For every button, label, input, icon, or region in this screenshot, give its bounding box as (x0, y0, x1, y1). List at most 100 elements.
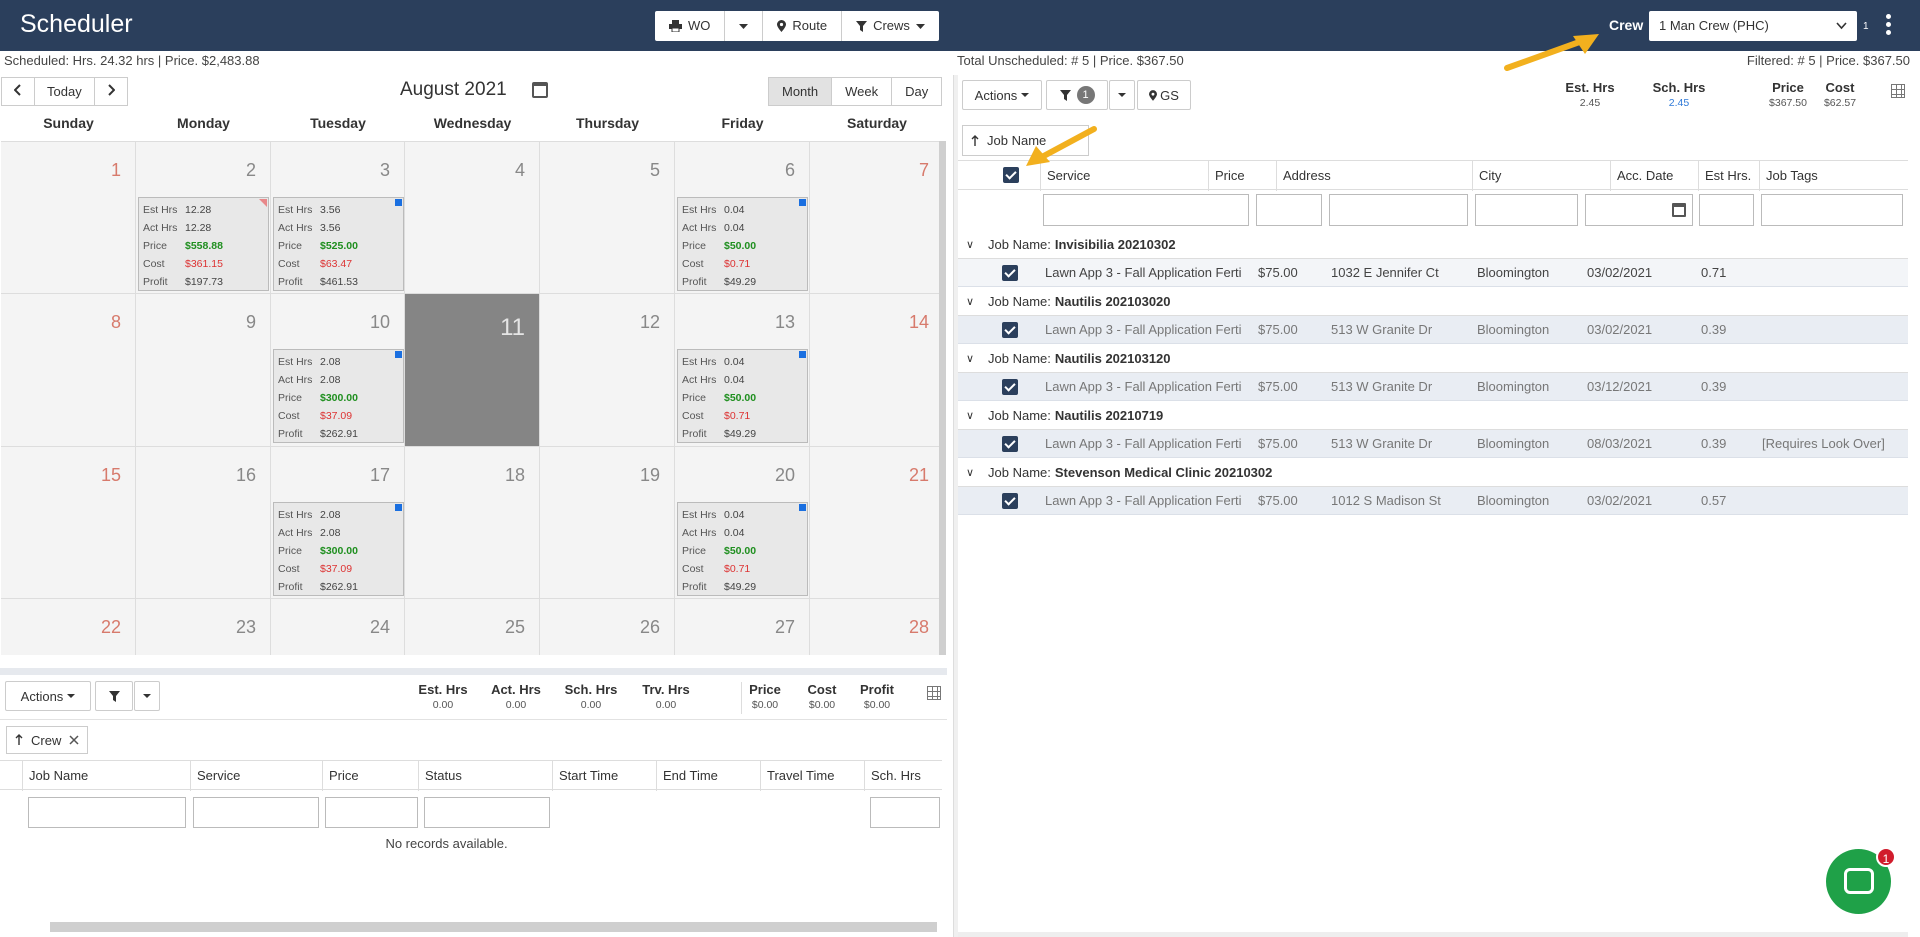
tab-month[interactable]: Month (769, 78, 833, 105)
row-checkbox[interactable] (1002, 493, 1018, 509)
calendar-day-cell[interactable]: 17 Est Hrs 2.08 Act Hrs 2.08 Price $300.00 Cost… (271, 447, 405, 599)
calendar-day-cell[interactable]: 25 (405, 599, 540, 655)
chevron-down-icon[interactable]: ∨ (966, 410, 975, 422)
scheduled-summary-card[interactable]: Est Hrs 2.08 Act Hrs 2.08 Price $300.00 Cost $3… (273, 502, 404, 596)
crew-select[interactable]: 1 Man Crew (PHC) (1649, 11, 1857, 41)
table-row[interactable]: Lawn App 3 - Fall Application Ferti $75.0… (958, 373, 1908, 401)
scheduled-summary-card[interactable]: Est Hrs 0.04 Act Hrs 0.04 Price $50.00 Cost $0.… (677, 349, 808, 443)
column-filter-input[interactable] (325, 797, 418, 828)
job-group-header[interactable]: ∨ Job Name: Nautilis 202103120 (958, 345, 1908, 373)
column-filter-input[interactable] (193, 797, 319, 828)
calendar-scrollbar[interactable] (939, 141, 946, 655)
table-row[interactable]: Lawn App 3 - Fall Application Ferti $75.0… (958, 316, 1908, 344)
scheduled-summary-card[interactable]: Est Hrs 12.28 Act Hrs 12.28 Price $558.88 Cost… (138, 197, 269, 291)
calendar-icon[interactable] (1672, 203, 1686, 217)
select-all-checkbox[interactable] (1003, 167, 1019, 183)
calendar-day-cell[interactable]: 11 (405, 294, 540, 447)
column-filter-input[interactable] (424, 797, 550, 828)
job-group-header[interactable]: ∨ Job Name: Invisibilia 20210302 (958, 231, 1908, 259)
tab-day[interactable]: Day (905, 84, 929, 99)
calendar-day-cell[interactable]: 14 (810, 294, 944, 447)
column-header[interactable]: End Time (656, 761, 760, 791)
calendar-day-cell[interactable]: 23 (136, 599, 271, 655)
column-filter-input[interactable] (1256, 194, 1322, 226)
calendar-day-cell[interactable]: 20 Est Hrs 0.04 Act Hrs 0.04 Price $50.00 Cost $… (675, 447, 810, 599)
more-menu-icon[interactable] (1886, 14, 1892, 35)
column-header[interactable]: Price (322, 761, 418, 791)
row-checkbox[interactable] (1002, 322, 1018, 338)
column-header[interactable]: Service (190, 761, 322, 791)
column-header[interactable]: Price (1208, 161, 1276, 191)
column-header[interactable]: Sch. Hrs (864, 761, 942, 791)
calendar-day-cell[interactable]: 16 (136, 447, 271, 599)
scheduled-summary-card[interactable]: Est Hrs 3.56 Act Hrs 3.56 Price $525.00 Cost $6… (273, 197, 404, 291)
close-icon[interactable] (69, 735, 79, 745)
route-button[interactable]: Route (763, 11, 843, 41)
column-header[interactable]: Acc. Date (1610, 161, 1698, 191)
row-checkbox[interactable] (1002, 436, 1018, 452)
lower-actions-button[interactable]: Actions (5, 681, 91, 711)
column-filter-input[interactable] (28, 797, 186, 828)
column-filter-input[interactable] (870, 797, 940, 828)
calendar-day-cell[interactable]: 18 (405, 447, 540, 599)
chevron-down-icon[interactable]: ∨ (966, 239, 975, 251)
calendar-day-cell[interactable]: 8 (1, 294, 136, 447)
column-filter-input[interactable] (1043, 194, 1249, 226)
column-filter-input[interactable] (1329, 194, 1468, 226)
calendar-day-cell[interactable]: 1 (1, 142, 136, 294)
chevron-down-icon[interactable]: ∨ (966, 353, 975, 365)
calendar-day-cell[interactable]: 21 (810, 447, 944, 599)
job-group-header[interactable]: ∨ Job Name: Stevenson Medical Clinic 20210… (958, 459, 1908, 487)
calendar-day-cell[interactable]: 19 (540, 447, 675, 599)
scheduled-summary-card[interactable]: Est Hrs 2.08 Act Hrs 2.08 Price $300.00 Cost $3… (273, 349, 404, 443)
column-filter-input[interactable] (1585, 194, 1693, 226)
prev-month-button[interactable] (2, 78, 35, 105)
calendar-day-cell[interactable]: 7 (810, 142, 944, 294)
next-month-button[interactable] (94, 78, 127, 105)
wo-dropdown-button[interactable] (725, 11, 764, 41)
column-header[interactable]: Address (1276, 161, 1472, 191)
table-row[interactable]: Lawn App 3 - Fall Application Ferti $75.0… (958, 430, 1908, 458)
column-header[interactable]: Est Hrs. (1698, 161, 1759, 191)
gs-button[interactable]: GS (1137, 80, 1191, 110)
right-filter-button[interactable]: 1 (1046, 80, 1108, 110)
column-header[interactable]: Travel Time (760, 761, 864, 791)
today-button[interactable]: Today (35, 78, 95, 105)
job-group-header[interactable]: ∨ Job Name: Nautilis 20210719 (958, 402, 1908, 430)
crews-button[interactable]: Crews (842, 11, 939, 41)
calendar-day-cell[interactable]: 3 Est Hrs 3.56 Act Hrs 3.56 Price $525.00 Cost $… (271, 142, 405, 294)
column-header[interactable]: City (1472, 161, 1610, 191)
job-group-header[interactable]: ∨ Job Name: Nautilis 202103020 (958, 288, 1908, 316)
calendar-day-cell[interactable]: 15 (1, 447, 136, 599)
calendar-day-cell[interactable]: 5 (540, 142, 675, 294)
right-actions-button[interactable]: Actions (962, 80, 1042, 110)
calendar-day-cell[interactable]: 22 (1, 599, 136, 655)
calendar-day-cell[interactable]: 9 (136, 294, 271, 447)
pane-splitter[interactable] (953, 75, 958, 937)
calendar-day-cell[interactable]: 12 (540, 294, 675, 447)
table-row[interactable]: Lawn App 3 - Fall Application Ferti $75.0… (958, 487, 1908, 515)
calendar-day-cell[interactable]: 24 (271, 599, 405, 655)
chat-launcher-button[interactable]: 1 (1826, 847, 1896, 914)
table-row[interactable]: Lawn App 3 - Fall Application Ferti $75.0… (958, 259, 1908, 287)
calendar-icon[interactable] (532, 82, 548, 98)
calendar-day-cell[interactable]: 10 Est Hrs 2.08 Act Hrs 2.08 Price $300.00 Cost… (271, 294, 405, 447)
tab-week[interactable]: Week (832, 78, 893, 105)
lower-group-chip[interactable]: Crew (6, 726, 89, 754)
right-column-chooser-icon[interactable] (1891, 84, 1905, 98)
column-header[interactable]: Start Time (552, 761, 656, 791)
column-header[interactable]: Job Tags (1759, 161, 1901, 191)
right-group-chip[interactable]: Job Name (962, 125, 1089, 156)
column-filter-input[interactable] (1475, 194, 1578, 226)
column-filter-input[interactable] (1699, 194, 1754, 226)
panel-divider[interactable] (0, 668, 947, 675)
calendar-day-cell[interactable]: 26 (540, 599, 675, 655)
column-chooser-icon[interactable] (927, 686, 941, 700)
lower-filter-button[interactable] (95, 681, 133, 711)
right-filter-dropdown[interactable] (1109, 80, 1135, 110)
calendar-day-cell[interactable]: 13 Est Hrs 0.04 Act Hrs 0.04 Price $50.00 Cost $… (675, 294, 810, 447)
column-header[interactable]: Status (418, 761, 552, 791)
calendar-day-cell[interactable]: 27 (675, 599, 810, 655)
row-checkbox[interactable] (1002, 265, 1018, 281)
row-checkbox[interactable] (1002, 379, 1018, 395)
